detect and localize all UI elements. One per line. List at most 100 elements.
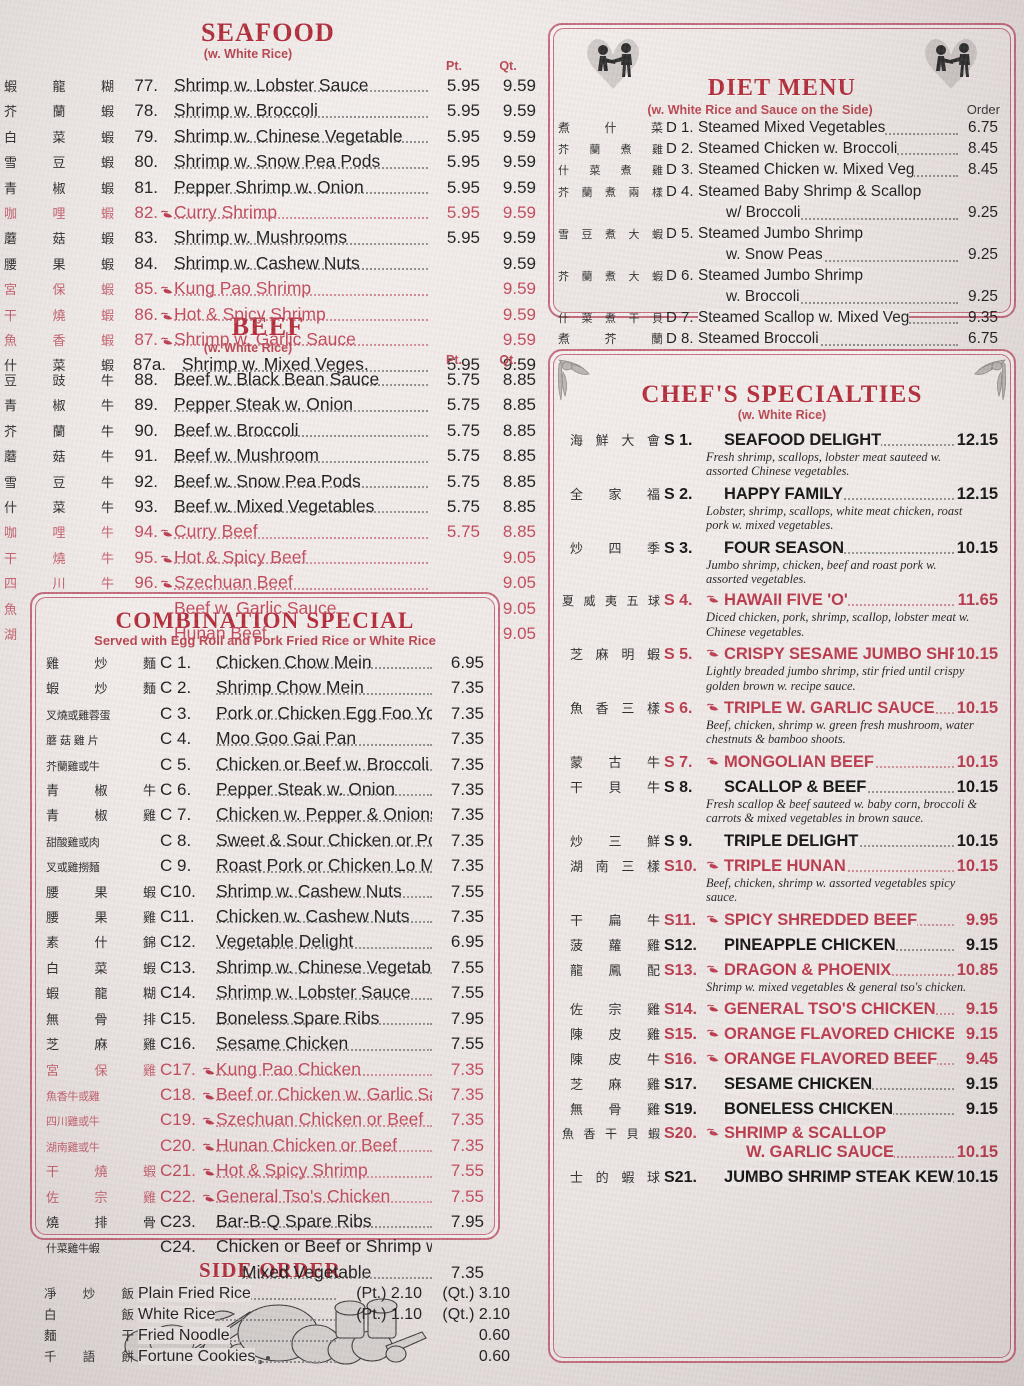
- side-order-row[interactable]: 凈炒飯 Plain Fried Rice (Pt.) 2.10 (Qt.) 3.10: [30, 1283, 510, 1304]
- menu-item-row[interactable]: 四川雞或牛 C19. Szechuan Chicken or Beef 7.35: [46, 1108, 484, 1133]
- spicy-indicator: [202, 1159, 216, 1181]
- combination-subtitle: Served with Egg Roll and Pork Fried Rice…: [94, 633, 436, 648]
- item-price: 10.15: [956, 752, 998, 771]
- chinese-name: 湖南雞或牛: [46, 1140, 100, 1154]
- item-price-qt: 9.59: [502, 330, 536, 350]
- item-price-qt: 8.85: [502, 395, 536, 415]
- menu-item-row[interactable]: 雪豆牛 92. Beef w. Snow Pea Pods 5.75 8.85: [4, 470, 536, 495]
- menu-item-row[interactable]: 佐宗雞 C22. General Tso's Chicken 7.55: [46, 1185, 484, 1210]
- side-order-row[interactable]: 白飯 White Rice (Pt.) 1.10 (Qt.) 2.10: [30, 1304, 510, 1325]
- menu-item-row[interactable]: 蝦龍糊 C14. Shrimp w. Lobster Sauce 7.55: [46, 981, 484, 1006]
- menu-item-row[interactable]: 什菜雞牛蝦 C24. Chicken or Beef or Shrimp w.: [46, 1235, 484, 1260]
- menu-item-row[interactable]: 蘑 菇 雞 片 C 4. Moo Goo Gai Pan 7.35: [46, 727, 484, 752]
- chinese-name: 腰果雞: [46, 911, 156, 927]
- menu-item-row[interactable]: 叉或雞撈麵 C 9. Roast Pork or Chicken Lo Mein 7.…: [46, 854, 484, 879]
- chinese-name: 四川牛: [4, 577, 114, 593]
- specialty-item-row[interactable]: 士的蝦球 S21. JUMBO SHRIMP STEAK KEW 10.15: [556, 1167, 998, 1187]
- menu-item-row[interactable]: 蝦龍糊 77. Shrimp w. Lobster Sauce 5.95 9.59: [4, 74, 536, 99]
- menu-item-row[interactable]: 白菜蝦 C13. Shrimp w. Chinese Vegetable 7.55: [46, 956, 484, 981]
- menu-item-row[interactable]: 腰果雞 C11. Chicken w. Cashew Nuts 7.35: [46, 905, 484, 930]
- item-name: Beef w. Garlic Sauce: [174, 597, 337, 618]
- menu-item-row[interactable]: 叉燒或雞蓉蛋 C 3. Pork or Chicken Egg Foo Young 7…: [46, 702, 484, 727]
- menu-item-row[interactable]: 芥蘭雞或牛 C 5. Chicken or Beef w. Broccoli 7.35: [46, 753, 484, 778]
- specialty-item-row[interactable]: 菠蘿雞 S12. PINEAPPLE CHICKEN 9.15: [556, 935, 998, 955]
- menu-item-row[interactable]: 咖哩牛 94. Curry Beef 5.75 8.85: [4, 520, 536, 545]
- menu-item-row[interactable]: 燒排骨 C23. Bar-B-Q Spare Ribs 7.95: [46, 1210, 484, 1235]
- item-price-qt: 9.59: [502, 253, 536, 273]
- menu-item-row[interactable]: 什菜牛 93. Beef w. Mixed Vegetables 5.75 8.85: [4, 495, 536, 520]
- specialty-item-row[interactable]: 芝麻雞 S17. SESAME CHICKEN 9.15: [556, 1074, 998, 1094]
- menu-item-row[interactable]: 無骨排 C15. Boneless Spare Ribs 7.95: [46, 1007, 484, 1032]
- specialty-item-row[interactable]: 無骨雞 S19. BONELESS CHICKEN 9.15: [556, 1099, 998, 1119]
- item-number: 87a.: [132, 355, 166, 375]
- item-name-cell: Steamed Baby Shrimp & Scallop: [698, 182, 958, 203]
- item-price-pt: 5.95: [446, 228, 480, 248]
- side-order-row[interactable]: 麵干 Fried Noodle 0.60: [30, 1325, 510, 1346]
- menu-item-row[interactable]: 干燒蝦 C21. Hot & Spicy Shrimp 7.55: [46, 1159, 484, 1184]
- menu-item-row[interactable]: 魚香蝦 87. Shrimp w. Garlic Sauce 9.59: [4, 328, 536, 353]
- menu-item-row[interactable]: 蘑菇牛 91. Beef w. Mushroom 5.75 8.85: [4, 444, 536, 469]
- chinese-name: 炒四季: [570, 541, 660, 557]
- item-name: MONGOLIAN BEEF: [724, 752, 874, 771]
- menu-item-row[interactable]: 腰果蝦 84. Shrimp w. Cashew Nuts 9.59: [4, 252, 536, 277]
- specialty-item-row[interactable]: 陳皮雞 S15. ORANGE FLAVORED CHICKEN 9.15: [556, 1024, 998, 1044]
- specialty-item-row[interactable]: 龍鳳配 S13. DRAGON & PHOENIX 10.85: [556, 960, 998, 980]
- menu-item-row[interactable]: 芝麻雞 C16. Sesame Chicken 7.55: [46, 1032, 484, 1057]
- menu-item-row[interactable]: 腰果蝦 C10. Shrimp w. Cashew Nuts 7.55: [46, 880, 484, 905]
- menu-item-row[interactable]: 雞炒麵 C 1. Chicken Chow Mein 6.95: [46, 651, 484, 676]
- side-order-row[interactable]: 千語餅 Fortune Cookies 0.60: [30, 1346, 510, 1367]
- item-name: Shrimp w. Snow Pea Pods: [174, 151, 381, 172]
- menu-item-row[interactable]: 青椒牛 89. Pepper Steak w. Onion 5.75 8.85: [4, 393, 536, 418]
- specialty-item-row[interactable]: 海鮮大會 S 1. SEAFOOD DELIGHT 12.15: [556, 430, 998, 450]
- menu-item-row[interactable]: 素什錦 C12. Vegetable Delight 6.95: [46, 930, 484, 955]
- menu-item-row[interactable]: 宮保蝦 85. Kung Pao Shrimp 9.59: [4, 277, 536, 302]
- menu-item-row[interactable]: 甜酸雞或肉 C 8. Sweet & Sour Chicken or Pork 7.3…: [46, 829, 484, 854]
- item-number: 88.: [134, 370, 158, 389]
- menu-item-row[interactable]: 芥蘭牛 90. Beef w. Broccoli 5.75 8.85: [4, 419, 536, 444]
- menu-item-row[interactable]: 湖南雞或牛 C20. Hunan Chicken or Beef 7.35: [46, 1134, 484, 1159]
- specialty-item-row[interactable]: 干扁牛 S11. SPICY SHREDDED BEEF 9.95: [556, 910, 998, 930]
- menu-item-row[interactable]: 芥蘭蝦 78. Shrimp w. Broccoli 5.95 9.59: [4, 99, 536, 124]
- menu-item-row[interactable]: 青椒蝦 81. Pepper Shrimp w. Onion 5.95 9.59: [4, 176, 536, 201]
- menu-item-row[interactable]: 咖哩蝦 82. Curry Shrimp 5.95 9.59: [4, 201, 536, 226]
- specialty-item-row[interactable]: 魚香干貝蝦 S20. SHRIMP & SCALLOP: [556, 1123, 998, 1143]
- menu-item-row[interactable]: 蘑菇蝦 83. Shrimp w. Mushrooms 5.95 9.59: [4, 226, 536, 251]
- item-code: C 5.: [160, 754, 192, 774]
- menu-item-row[interactable]: 宮保雞 C17. Kung Pao Chicken 7.35: [46, 1058, 484, 1083]
- menu-item-row[interactable]: 豆豉牛 88. Beef w. Black Bean Sauce 5.75 8.85: [4, 368, 536, 393]
- menu-item-row[interactable]: 干燒蝦 86. Hot & Spicy Shrimp 9.59: [4, 303, 536, 328]
- couple-heart-icon-right: [925, 39, 977, 89]
- menu-item-row[interactable]: 雪豆蝦 80. Shrimp w. Snow Pea Pods 5.95 9.59: [4, 150, 536, 175]
- item-price: 6.75: [968, 330, 998, 347]
- menu-item-row[interactable]: 白菜蝦 79. Shrimp w. Chinese Vegetable 5.95 9.5…: [4, 125, 536, 150]
- menu-item-row[interactable]: 魚香牛或雞 C18. Beef or Chicken w. Garlic Sauce…: [46, 1083, 484, 1108]
- specialty-item-row[interactable]: 陳皮牛 S16. ORANGE FLAVORED BEEF 9.45: [556, 1049, 998, 1069]
- menu-item-row[interactable]: 什菜蝦 87a. Shrimp w. Mixed Veges. 5.95 9.59: [4, 353, 536, 378]
- specialty-item-row[interactable]: 佐宗雞 S14. GENERAL TSO'S CHICKEN 9.15: [556, 999, 998, 1019]
- leader-dots: [174, 460, 428, 463]
- specialty-item-row[interactable]: 夏威夷五球 S 4. HAWAII FIVE 'O' 11.65: [556, 591, 998, 610]
- menu-item-row[interactable]: 干燒牛 95. Hot & Spicy Beef 9.05: [4, 546, 536, 571]
- item-name-cell: Plain Fried Rice: [138, 1283, 336, 1304]
- menu-item-row[interactable]: 四川牛 96. Szechuan Beef 9.05: [4, 571, 536, 596]
- item-name: SESAME CHICKEN: [724, 1074, 873, 1093]
- specialty-item-row[interactable]: 湖南三樣 S10. TRIPLE HUNAN 10.15: [556, 856, 998, 876]
